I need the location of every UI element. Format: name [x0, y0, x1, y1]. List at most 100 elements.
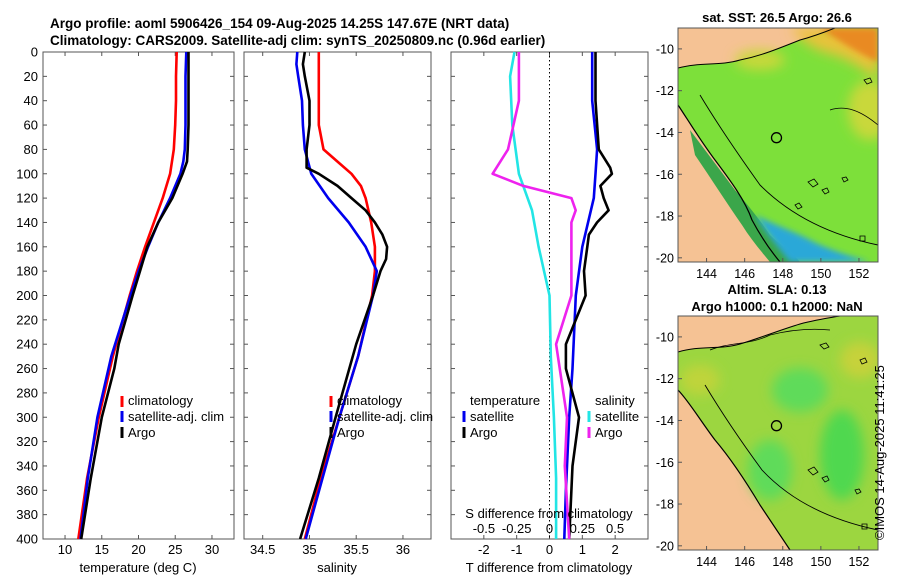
temperature-series — [77, 51, 190, 540]
map-lat-label: -10 — [656, 42, 674, 56]
x-tick-label: -1 — [511, 542, 523, 557]
argo-location-marker — [770, 132, 783, 144]
map-lon-label: 144 — [696, 555, 717, 569]
t-difference-label: T difference from climatology — [466, 560, 633, 575]
coastline-north — [678, 316, 841, 353]
sla-map-frame — [677, 315, 879, 551]
map-lat-label: -16 — [656, 168, 674, 182]
sst-patch-north — [735, 50, 785, 70]
depth-tick-label: 20 — [24, 69, 38, 84]
sla-high-2 — [820, 410, 864, 500]
difference-legend: temperature satellite Argo salinity sate… — [462, 393, 639, 440]
x-tick-label: 34.5 — [250, 542, 275, 557]
map-lat-label: -20 — [656, 539, 674, 553]
salinity-legend: climatology satellite-adj. clim Argo — [329, 393, 433, 440]
series-line-t-satellite — [563, 52, 599, 540]
reefs — [807, 342, 868, 530]
depth-contour — [699, 94, 878, 246]
series-line-argo — [79, 52, 190, 540]
coastline-north — [678, 28, 836, 69]
hot-sst-area — [820, 28, 878, 62]
depth-tick-label: 400 — [16, 532, 38, 547]
depth-tick-label: 380 — [16, 507, 38, 522]
x-tick-label: -2 — [478, 542, 490, 557]
ocean-sla-field — [678, 316, 878, 550]
x-tick-label: 25 — [168, 542, 182, 557]
salinity-axes-frame — [243, 51, 432, 540]
sla-map-panel: Altim. SLA: 0.13 Argo h1000: 0.1 h2000: … — [656, 282, 879, 569]
depth-tick-label: 160 — [16, 239, 38, 254]
legend-label-argo: Argo — [128, 425, 155, 440]
salinity-series — [295, 51, 389, 540]
map-lat-label: -18 — [656, 498, 674, 512]
depth-contour — [704, 384, 878, 531]
depth-tick-label: 260 — [16, 361, 38, 376]
s-diff-tick-label: -0.25 — [502, 521, 532, 536]
depth-tick-label: 340 — [16, 458, 38, 473]
map-lon-label: 150 — [810, 555, 831, 569]
temperature-x-axis: 10 15 20 25 30 — [58, 52, 219, 557]
depth-tick-label: 60 — [24, 118, 38, 133]
salinity-xlabel: salinity — [317, 560, 357, 575]
x-tick-label: 2 — [612, 542, 619, 557]
x-tick-label: 20 — [131, 542, 145, 557]
series-line-t-argo — [564, 52, 614, 540]
map-lat-label: -18 — [656, 210, 674, 224]
x-tick-label: 35.5 — [344, 542, 369, 557]
reef-contour — [829, 107, 878, 126]
reefs — [794, 77, 873, 242]
s-diff-tick-label: -0.5 — [473, 521, 495, 536]
sla-low-2 — [680, 365, 720, 395]
series-line-climatology — [77, 51, 178, 540]
x-tick-label: 15 — [95, 542, 109, 557]
map-lon-label: 148 — [772, 267, 793, 281]
legend-title-temperature: temperature — [470, 393, 540, 408]
difference-series — [491, 51, 614, 540]
x-tick-label: 30 — [205, 542, 219, 557]
depth-tick-label: 200 — [16, 288, 38, 303]
sst-map-axes: 144 146 148 150 152 -10 -12 -14 -16 -18 -20 — [656, 42, 870, 281]
map-lon-label: 152 — [849, 267, 870, 281]
depth-tick-label: 180 — [16, 264, 38, 279]
difference-x-axis: -2 -1 0 1 2 — [478, 52, 619, 557]
coastline-west — [678, 104, 781, 262]
sla-low-1 — [840, 342, 878, 378]
cold-coastal-water — [755, 215, 870, 262]
s-difference-label: S difference from climatology — [465, 506, 633, 521]
depth-tick-label: 120 — [16, 191, 38, 206]
shelf-contour — [709, 328, 831, 351]
depth-tick-label: 80 — [24, 142, 38, 157]
map-lon-label: 146 — [734, 555, 755, 569]
ocean-sst-field — [678, 28, 878, 262]
depth-tick-label: 140 — [16, 215, 38, 230]
legend-label-argo: Argo — [337, 425, 364, 440]
sla-map-axes: 144 146 148 150 152 -10 -12 -14 -16 -18 -20 — [656, 330, 870, 569]
series-line-argo — [298, 51, 389, 540]
temperature-axes-frame — [42, 51, 235, 540]
imos-timestamp: ©IMOS 14-Aug-2025 11:41:25 — [872, 365, 887, 540]
map-lat-label: -20 — [656, 251, 674, 265]
map-lon-label: 144 — [696, 267, 717, 281]
header-line-2: Climatology: CARS2009. Satellite-adj cli… — [50, 33, 545, 48]
temperature-xlabel: temperature (deg C) — [79, 560, 196, 575]
sla-high-1 — [772, 368, 828, 412]
s-diff-tick-label: 0.5 — [606, 521, 624, 536]
salinity-x-axis: 34.5 35 35.5 36 — [250, 52, 410, 557]
s-diff-tick-label: 0.25 — [570, 521, 595, 536]
legend-label-satellite: satellite-adj. clim — [128, 409, 224, 424]
legend-label-s-satellite: satellite — [595, 409, 639, 424]
map-lon-label: 146 — [734, 267, 755, 281]
legend-label-satellite: satellite-adj. clim — [337, 409, 433, 424]
depth-tick-label: 0 — [31, 45, 38, 60]
series-line-s-argo — [491, 52, 578, 540]
x-tick-label: 1 — [579, 542, 586, 557]
map-lat-label: -14 — [656, 414, 674, 428]
legend-label-t-argo: Argo — [470, 425, 497, 440]
sst-map-panel: sat. SST: 26.5 Argo: 26.6 144 146 148 150 15… — [656, 10, 879, 281]
legend-label-t-satellite: satellite — [470, 409, 514, 424]
difference-panel: -2 -1 0 1 2 -0.5 -0.25 0 0.25 0.5 S difference f… — [450, 51, 649, 575]
difference-y-ticks — [451, 51, 648, 540]
map-lon-label: 148 — [772, 555, 793, 569]
depth-tick-label: 320 — [16, 434, 38, 449]
salinity-y-ticks — [244, 51, 431, 540]
